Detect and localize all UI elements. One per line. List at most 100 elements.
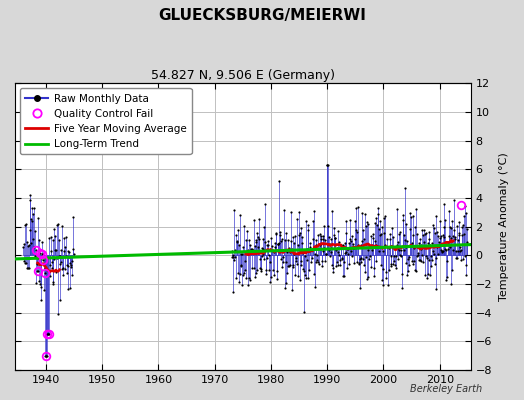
Point [372, 215, 380, 221]
Point [390, 244, 399, 251]
Point [427, 263, 435, 269]
Point [270, 244, 279, 250]
Point [323, 162, 332, 168]
Point [54, 311, 62, 317]
Point [52, 222, 61, 228]
Point [395, 246, 403, 253]
Point [26, 227, 35, 234]
Point [453, 254, 461, 261]
Point [56, 252, 64, 259]
Point [324, 246, 333, 253]
Point [21, 260, 29, 266]
Text: Berkeley Earth: Berkeley Earth [410, 384, 482, 394]
Point [447, 224, 456, 231]
Point [54, 237, 63, 243]
Point [48, 278, 57, 285]
Title: 54.827 N, 9.506 E (Germany): 54.827 N, 9.506 E (Germany) [151, 69, 335, 82]
Point [404, 268, 412, 275]
Point [20, 222, 29, 228]
Point [275, 178, 283, 184]
Point [287, 287, 296, 294]
Point [392, 206, 401, 212]
Point [330, 232, 339, 238]
Point [245, 275, 254, 281]
Point [34, 268, 42, 274]
Point [60, 235, 68, 241]
Point [23, 265, 31, 272]
Point [369, 265, 378, 271]
Point [433, 229, 441, 236]
Point [378, 276, 386, 283]
Point [361, 210, 369, 217]
Point [328, 262, 336, 268]
Point [309, 236, 317, 242]
Point [411, 224, 420, 230]
Point [367, 233, 375, 239]
Point [227, 248, 236, 254]
Point [434, 233, 442, 240]
Point [38, 250, 46, 257]
Point [356, 255, 365, 261]
Point [247, 246, 255, 253]
Point [245, 237, 253, 244]
Point [356, 284, 364, 291]
Point [61, 252, 70, 259]
Point [291, 233, 299, 239]
Point [318, 262, 326, 269]
Point [313, 251, 321, 258]
Point [447, 234, 455, 241]
Point [280, 206, 288, 213]
Point [462, 210, 471, 217]
Point [427, 252, 435, 259]
Point [282, 229, 291, 236]
Point [335, 252, 343, 258]
Point [248, 264, 256, 271]
Point [381, 269, 390, 275]
Point [362, 253, 370, 260]
Point [411, 267, 419, 274]
Point [444, 239, 452, 245]
Point [436, 235, 444, 241]
Point [366, 243, 374, 250]
Point [60, 247, 69, 254]
Point [49, 237, 58, 244]
Point [391, 262, 399, 268]
Point [405, 254, 413, 260]
Point [460, 213, 468, 219]
Point [387, 262, 396, 269]
Point [374, 205, 382, 212]
Point [260, 200, 269, 207]
Point [406, 225, 414, 232]
Point [251, 274, 259, 280]
Point [351, 218, 359, 224]
Point [449, 232, 457, 239]
Point [45, 331, 53, 338]
Point [20, 241, 29, 248]
Point [303, 221, 312, 228]
Point [428, 256, 436, 263]
Point [298, 234, 307, 240]
Point [67, 264, 75, 270]
Point [65, 249, 73, 255]
Point [451, 236, 459, 242]
Point [437, 247, 445, 254]
Point [354, 204, 363, 210]
Point [341, 240, 349, 246]
Point [399, 212, 407, 218]
Point [296, 229, 304, 236]
Point [303, 246, 311, 252]
Point [62, 270, 71, 276]
Point [443, 258, 451, 264]
Point [399, 217, 407, 223]
Point [361, 269, 369, 276]
Point [273, 268, 281, 274]
Point [289, 233, 297, 240]
Point [249, 265, 258, 272]
Point [57, 259, 65, 266]
Point [19, 244, 28, 251]
Point [430, 251, 438, 258]
Point [386, 236, 394, 242]
Point [385, 245, 393, 251]
Point [287, 209, 295, 216]
Point [400, 231, 408, 238]
